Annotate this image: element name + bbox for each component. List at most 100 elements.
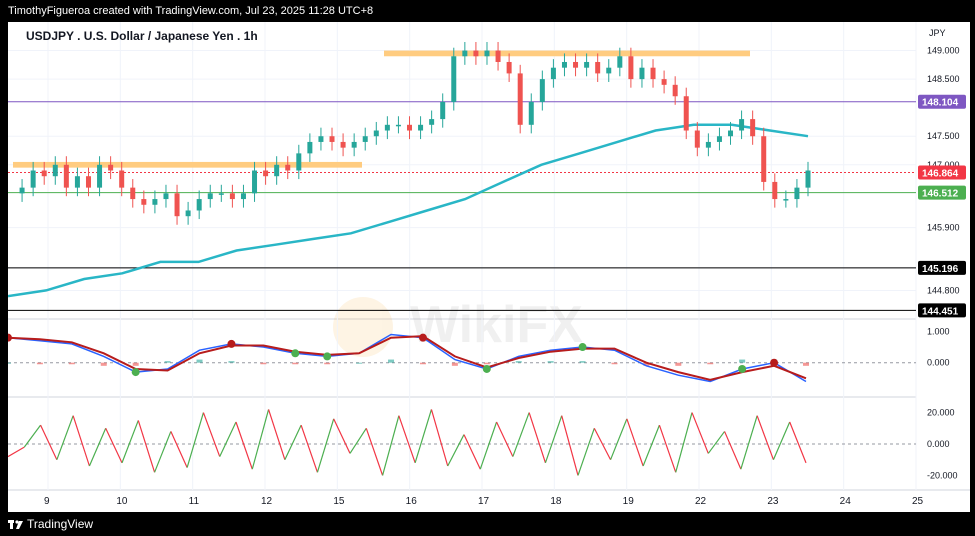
- candle-body: [761, 136, 767, 182]
- candle-body: [130, 187, 136, 200]
- oscillator-segment: [675, 412, 693, 473]
- oscillator-segment: [447, 434, 465, 467]
- time-tick-label: 18: [550, 496, 562, 507]
- time-tick-label: 17: [478, 496, 490, 507]
- macd-cross-marker: [578, 343, 587, 352]
- zones-layer: [13, 50, 750, 168]
- chart-title: USDJPY . U.S. Dollar / Japanese Yen . 1h: [26, 29, 258, 43]
- oscillator-tick-label: 20.000: [927, 408, 955, 418]
- oscillator-segment: [72, 415, 90, 467]
- oscillator-segment: [23, 424, 42, 448]
- macd-histogram-bar: [324, 362, 331, 365]
- time-tick-label: 9: [44, 496, 50, 507]
- candle-body: [772, 181, 778, 200]
- candle-body: [451, 56, 457, 102]
- time-tick-label: 12: [261, 496, 273, 507]
- candle-body: [517, 73, 523, 125]
- price-line-label: 146.864: [922, 169, 959, 180]
- candle-body: [85, 176, 91, 188]
- macd-tick-label: 1.000: [927, 326, 950, 336]
- macd-histogram-bar: [164, 361, 171, 363]
- price-line-label-box: [918, 185, 966, 200]
- oscillator-segment: [789, 421, 807, 464]
- candle-body: [229, 193, 235, 200]
- credit-text: TimothyFigueroa created with TradingView…: [8, 5, 374, 17]
- oscillator-segment: [544, 415, 563, 464]
- candle-body: [174, 193, 180, 217]
- oscillator-segment: [561, 415, 579, 476]
- chart-area[interactable]: WikiFX 149.000 148.500 147.500 147.000 145.9…: [4, 22, 970, 512]
- oscillator-segment: [121, 420, 139, 464]
- oscillator-segment: [40, 424, 58, 460]
- footer-bar: TradingView: [0, 512, 975, 536]
- footer-brand-text: TradingView: [27, 517, 94, 531]
- time-tick-label: 22: [695, 496, 707, 507]
- macd-histogram-bar: [451, 362, 458, 366]
- candle-body: [418, 124, 424, 131]
- macd-histogram-bar: [707, 362, 714, 365]
- candle-body: [30, 170, 36, 188]
- price-line-label: 144.451: [922, 306, 959, 317]
- price-line-label-box: [918, 94, 966, 109]
- oscillator-segment: [154, 431, 172, 473]
- oscillator-segment: [512, 412, 530, 457]
- candle-body: [539, 79, 545, 102]
- oscillator-segment: [658, 424, 677, 473]
- ma-layer: [7, 123, 809, 298]
- candle-body: [407, 124, 412, 131]
- macd-cross-marker: [482, 364, 491, 373]
- candle-body: [395, 124, 401, 127]
- price-tick-label: 148.500: [927, 74, 960, 84]
- oscillator-segment: [235, 421, 253, 470]
- candle-body: [561, 61, 567, 68]
- price-tick-label: 147.000: [927, 160, 960, 170]
- candle-body: [296, 153, 302, 171]
- macd-histogram-bar: [515, 361, 522, 363]
- oscillator-segment: [528, 412, 546, 464]
- chart-svg[interactable]: WikiFX 149.000148.500147.500147.000145.9…: [4, 22, 970, 512]
- price-tick-label: 147.500: [927, 131, 960, 141]
- oscillator-segment: [577, 428, 595, 476]
- oscillator-segment: [7, 446, 25, 458]
- macd-histogram-bar: [228, 361, 235, 363]
- candle-body: [362, 136, 368, 142]
- tradingview-logo-icon: [8, 520, 23, 529]
- resistance-zone: [13, 161, 362, 168]
- oscillator-segment: [202, 412, 221, 457]
- oscillator-segment: [626, 418, 644, 467]
- candle-body: [728, 130, 734, 137]
- oscillator-segment: [756, 415, 774, 460]
- oscillator-segment: [381, 415, 400, 476]
- oscillator-segment: [691, 412, 709, 454]
- macd-histogram-bar: [611, 362, 618, 365]
- credit-bar: TimothyFigueroa created with TradingView…: [0, 0, 975, 22]
- candle-body: [550, 67, 556, 80]
- macd-cross-marker: [738, 364, 747, 373]
- oscillator-segment: [186, 412, 205, 468]
- macd-histogram-bar: [643, 362, 650, 366]
- candle-body: [185, 210, 191, 217]
- candle-body: [672, 84, 678, 97]
- time-tick-label: 10: [116, 496, 128, 507]
- oscillator-segment: [316, 418, 335, 473]
- oscillator-segment: [365, 428, 384, 476]
- candle-body: [739, 119, 745, 131]
- oscillator-segment: [268, 409, 286, 460]
- candle-body: [484, 50, 490, 57]
- macd-histogram-bar: [260, 362, 267, 365]
- candle-body: [506, 61, 512, 74]
- oscillator-segment: [610, 418, 628, 460]
- candle-body: [152, 199, 158, 205]
- time-tick-label: 11: [189, 496, 200, 507]
- macd-histogram-bar: [483, 362, 490, 365]
- candle-body: [274, 164, 280, 177]
- candle-body: [495, 50, 501, 62]
- oscillator-segment: [219, 421, 237, 457]
- candle-body: [794, 187, 800, 200]
- candle-body: [783, 199, 789, 201]
- macd-histogram-bar: [68, 362, 75, 365]
- macd-histogram-bar: [388, 359, 395, 363]
- candle-body: [307, 141, 313, 154]
- macd-histogram-bar: [803, 362, 809, 366]
- currency-label: JPY: [929, 28, 946, 38]
